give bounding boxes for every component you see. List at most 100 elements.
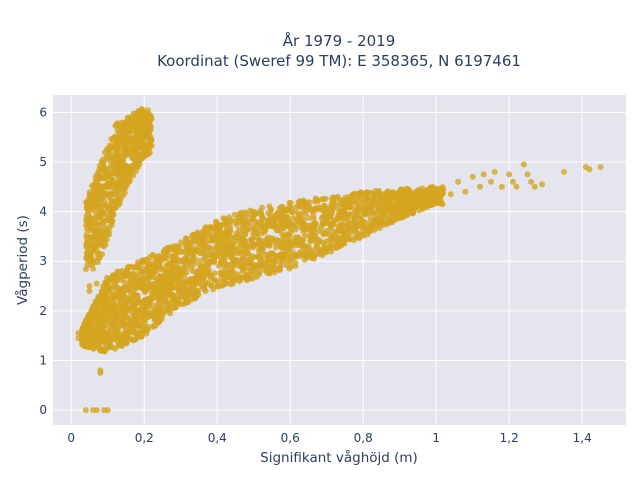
data-point (477, 183, 483, 190)
data-point (97, 346, 104, 353)
data-point (109, 189, 116, 196)
x-tick-label: 0 (67, 431, 75, 445)
data-point (379, 218, 386, 225)
data-point (122, 119, 129, 126)
data-point (283, 236, 290, 243)
data-point (170, 299, 177, 306)
data-point (259, 245, 266, 252)
data-point (101, 166, 108, 173)
data-point (310, 213, 317, 219)
data-point (586, 166, 593, 173)
data-point (157, 265, 164, 272)
data-point (287, 200, 294, 206)
data-point (265, 260, 272, 267)
data-point (288, 209, 295, 216)
data-point (104, 281, 111, 288)
data-point (119, 267, 126, 274)
data-point (528, 178, 535, 185)
data-point (126, 131, 133, 138)
data-point (166, 261, 173, 267)
data-point (93, 200, 100, 207)
data-point (285, 223, 292, 229)
data-point (293, 223, 300, 229)
data-point (117, 318, 124, 325)
y-tick-label: 1 (39, 353, 47, 367)
data-point (293, 236, 300, 243)
data-point (142, 289, 149, 296)
data-point (561, 168, 567, 175)
data-point (82, 266, 89, 273)
data-point (177, 291, 184, 298)
data-point (131, 317, 138, 324)
data-point (252, 210, 259, 217)
data-point (436, 191, 443, 197)
data-point (119, 136, 126, 143)
data-point (157, 273, 164, 280)
data-point (327, 236, 334, 243)
data-point (95, 221, 102, 228)
data-point (156, 261, 163, 268)
data-point (202, 278, 209, 285)
x-axis-title: Signifikant våghöjd (m) (260, 449, 418, 466)
data-point (141, 141, 148, 147)
data-point (212, 226, 219, 233)
data-point (109, 218, 116, 225)
data-point (498, 183, 505, 190)
data-point (86, 288, 93, 294)
data-point (112, 204, 119, 210)
data-point (151, 316, 158, 323)
data-point (209, 237, 216, 244)
data-point (141, 297, 148, 304)
data-point (322, 195, 329, 202)
data-point (137, 307, 144, 314)
data-point (124, 327, 130, 334)
data-point (75, 330, 82, 337)
data-point (301, 256, 308, 263)
data-point (328, 248, 334, 255)
data-point (301, 233, 308, 240)
data-point (89, 238, 95, 245)
data-point (155, 312, 162, 318)
data-point (403, 197, 410, 204)
data-point (264, 237, 271, 244)
data-point (141, 276, 148, 283)
data-point (104, 336, 111, 343)
data-point (350, 191, 357, 198)
data-point (95, 252, 101, 259)
data-point (130, 118, 137, 125)
data-point (113, 121, 120, 128)
data-point (93, 280, 100, 287)
data-point (166, 287, 173, 294)
data-point (144, 265, 151, 272)
data-point (403, 187, 410, 194)
data-point (172, 251, 179, 257)
data-point (98, 226, 105, 233)
data-point (218, 236, 225, 243)
data-point (253, 273, 260, 280)
data-point (97, 321, 104, 328)
data-point (278, 256, 285, 263)
data-point (187, 290, 194, 296)
data-point (300, 228, 307, 235)
data-point (289, 249, 296, 256)
data-point (185, 242, 192, 248)
data-point (127, 140, 134, 147)
data-point (127, 114, 133, 121)
data-point (455, 178, 462, 185)
data-point (252, 241, 259, 248)
x-tick-label: 0,2 (135, 431, 154, 445)
data-point (238, 258, 245, 265)
data-point (410, 195, 417, 202)
data-point (82, 407, 89, 414)
data-point (264, 217, 271, 224)
data-point (122, 179, 129, 186)
data-point (101, 198, 108, 205)
data-point (305, 215, 312, 221)
data-point (372, 211, 379, 218)
data-point (306, 250, 312, 256)
data-point (359, 224, 366, 231)
data-point (412, 190, 419, 197)
data-point (488, 178, 494, 185)
data-point (134, 292, 141, 299)
data-point (335, 234, 342, 241)
